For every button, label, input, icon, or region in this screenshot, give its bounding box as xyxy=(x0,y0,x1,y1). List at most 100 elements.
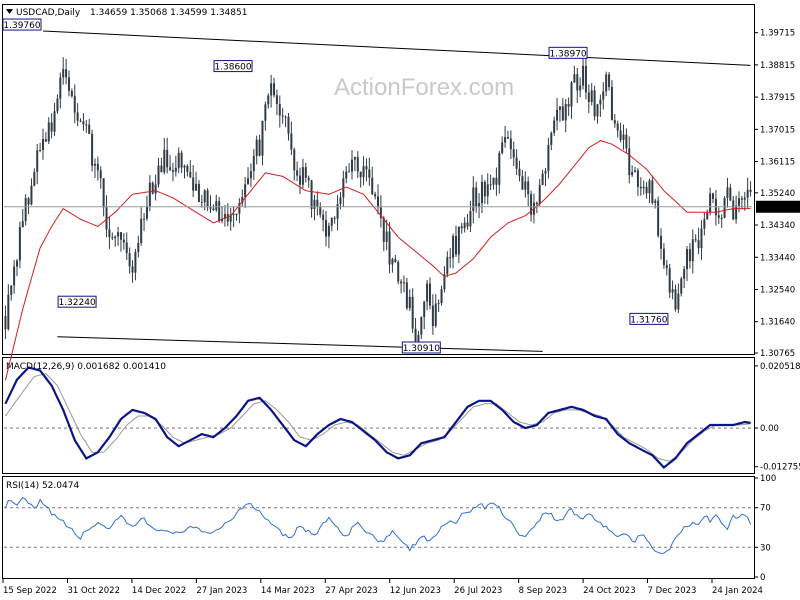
y-tick-label: 1.37915 xyxy=(760,93,795,103)
candle-body xyxy=(59,77,62,99)
candle-body xyxy=(605,74,608,92)
candle-body xyxy=(402,282,405,284)
candle-body xyxy=(212,208,215,211)
candle-body xyxy=(21,221,24,227)
candle-body xyxy=(232,214,235,216)
candle-body xyxy=(241,197,244,204)
last-price-label: 1.34851 xyxy=(760,203,795,213)
candle-body xyxy=(290,133,293,150)
candle-body xyxy=(322,214,325,220)
candle-body xyxy=(414,328,417,342)
annotation-label: 1.30910 xyxy=(403,344,440,354)
candle-body xyxy=(723,198,726,218)
y-tick-label: 1.36115 xyxy=(760,158,795,168)
candle-body xyxy=(657,200,660,236)
candle-body xyxy=(65,69,68,78)
price-annotation: 1.38970 xyxy=(548,46,588,59)
candle-body xyxy=(102,178,105,208)
candle-body xyxy=(200,202,203,204)
candle-body xyxy=(538,185,541,205)
annotation-box xyxy=(57,295,97,308)
candle-body xyxy=(137,242,140,252)
candle-body xyxy=(157,165,160,185)
candle-body xyxy=(726,187,729,199)
trendline xyxy=(57,336,543,352)
candle-body xyxy=(189,171,192,178)
candle-body xyxy=(169,167,172,171)
macd-y-axis: 0.020518 0.00 -0.012755 xyxy=(754,362,800,473)
candle-body xyxy=(443,274,446,290)
candle-body xyxy=(177,152,180,168)
candle-body xyxy=(610,86,613,121)
candle-body xyxy=(593,90,596,117)
candle-body xyxy=(388,231,391,265)
candle-body xyxy=(636,170,639,187)
dropdown-triangle-icon[interactable] xyxy=(6,9,13,14)
candles xyxy=(4,54,752,353)
macd-panel-frame xyxy=(2,357,755,474)
candle-body xyxy=(434,303,437,327)
annotation-box xyxy=(213,60,253,73)
candle-body xyxy=(351,159,354,172)
y-tick-label: 70 xyxy=(760,504,771,514)
candle-body xyxy=(88,124,91,134)
candle-body xyxy=(697,240,700,249)
candle-body xyxy=(512,149,515,158)
candle-body xyxy=(41,139,44,151)
candle-body xyxy=(680,278,683,294)
candle-body xyxy=(590,90,593,102)
candle-body xyxy=(382,218,385,242)
annotation-label: 1.38600 xyxy=(214,63,251,73)
candle-body xyxy=(171,170,174,172)
candle-body xyxy=(330,217,333,226)
candle-body xyxy=(195,183,198,191)
candle-body xyxy=(166,149,169,168)
x-tick-label: 14 Dec 2022 xyxy=(132,586,186,596)
candle-body xyxy=(645,186,648,194)
candle-body xyxy=(521,176,524,190)
candle-body xyxy=(125,242,128,254)
trendlines xyxy=(42,30,751,352)
candle-body xyxy=(712,193,715,199)
rsi-title: RSI(14) 52.0474 xyxy=(6,481,79,491)
trendline xyxy=(42,30,751,66)
candle-body xyxy=(348,171,351,173)
candle-body xyxy=(33,171,36,186)
candle-body xyxy=(541,173,544,186)
y-tick-label: 100 xyxy=(760,474,776,484)
x-tick-label: 15 Sep 2022 xyxy=(3,586,57,596)
candle-body xyxy=(122,239,125,243)
x-tick-label: 8 Sep 2023 xyxy=(519,586,567,596)
candle-body xyxy=(379,207,382,219)
candle-body xyxy=(480,181,483,204)
candle-body xyxy=(108,229,111,238)
x-tick-label: 27 Apr 2023 xyxy=(325,586,378,596)
candle-body xyxy=(278,103,281,116)
candle-body xyxy=(50,122,53,132)
candle-body xyxy=(267,95,270,105)
candle-body xyxy=(506,137,509,139)
candle-body xyxy=(654,200,657,204)
candle-body xyxy=(619,130,622,140)
candle-body xyxy=(327,225,330,237)
candle-body xyxy=(706,212,709,220)
candle-body xyxy=(642,186,645,189)
moving-average-layer xyxy=(4,140,751,381)
candle-body xyxy=(281,115,284,117)
candle-body xyxy=(417,334,420,342)
candle-body xyxy=(550,132,553,145)
candle-body xyxy=(547,144,550,172)
y-tick-label: 1.32540 xyxy=(760,285,795,295)
candle-body xyxy=(374,194,377,197)
macd-title: MACD(12,26,9) 0.001682 0.001410 xyxy=(6,362,166,372)
symbol-label: USDCAD,Daily xyxy=(16,8,81,18)
candle-body xyxy=(501,142,504,153)
candle-body xyxy=(209,207,212,209)
candle-body xyxy=(674,289,677,310)
candle-body xyxy=(608,74,611,87)
annotation-box xyxy=(548,46,588,59)
candle-body xyxy=(631,172,634,176)
candle-body xyxy=(431,305,434,327)
candle-body xyxy=(662,248,665,266)
